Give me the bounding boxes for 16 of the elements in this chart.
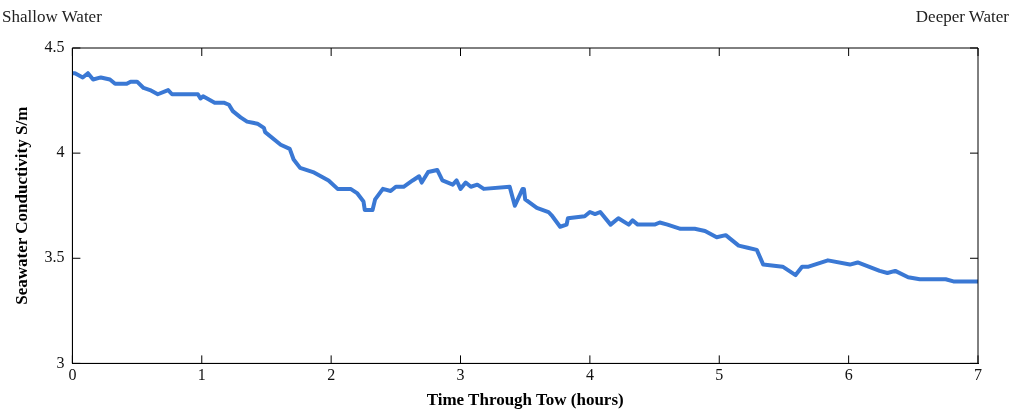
x-tick-label: 2 bbox=[327, 366, 336, 384]
text: Shallow Water bbox=[2, 6, 103, 26]
y-tick-label: 4.5 bbox=[44, 38, 65, 56]
x-tick-label: 1 bbox=[197, 366, 206, 384]
x-tick-label: 5 bbox=[715, 366, 724, 384]
y-axis-title: Seawater Conductivity S/m bbox=[11, 106, 31, 305]
x-axis-title: Time Through Tow (hours) bbox=[426, 390, 624, 410]
x-tick-label: 7 bbox=[974, 366, 982, 384]
x-tick-label: 4 bbox=[585, 366, 594, 384]
y-tick-label: 4 bbox=[56, 143, 65, 161]
text: Deeper Water bbox=[915, 6, 1010, 26]
x-tick-label: 3 bbox=[456, 366, 465, 384]
y-tick-label: 3.5 bbox=[44, 248, 65, 266]
y-tick-label: 3 bbox=[56, 353, 65, 371]
x-tick-label: 6 bbox=[844, 366, 853, 384]
x-tick-label: 0 bbox=[68, 366, 77, 384]
